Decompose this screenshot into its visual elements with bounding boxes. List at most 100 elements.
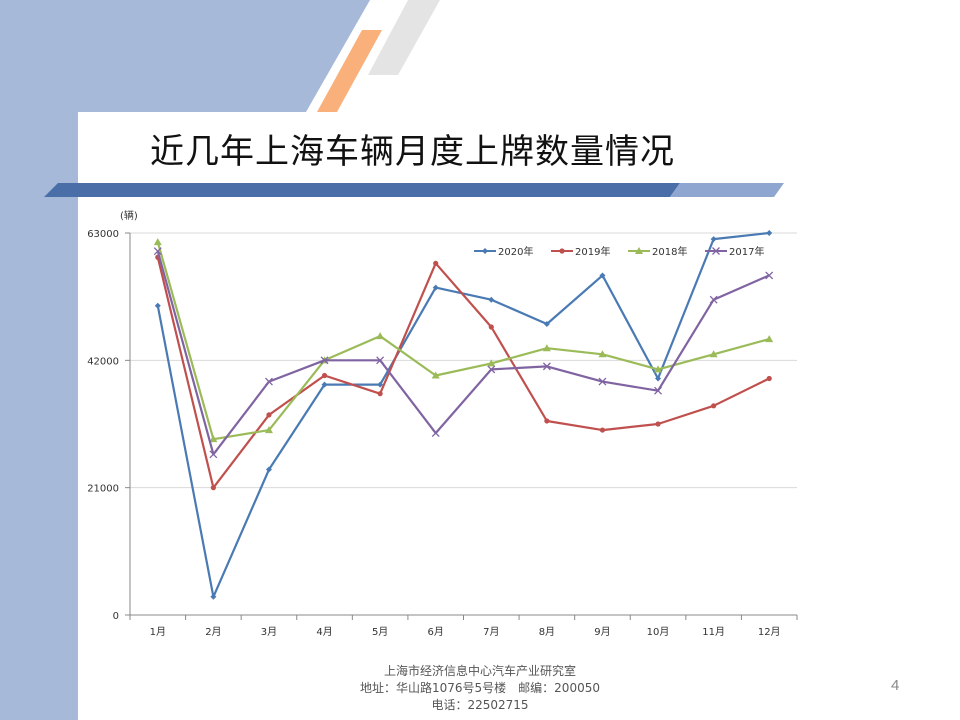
data-point	[433, 260, 439, 266]
y-tick-label: 42000	[87, 356, 119, 367]
data-point	[487, 365, 496, 374]
data-point	[488, 296, 495, 303]
x-tick-label: 12月	[758, 626, 781, 638]
left-accent-bar	[0, 0, 78, 720]
series-line	[156, 231, 770, 598]
title-underline-band-light	[670, 183, 784, 197]
footer-phone: 电话：22502715	[431, 698, 529, 712]
legend-label: 2017年	[729, 245, 764, 258]
data-point	[266, 412, 272, 418]
series-3	[153, 238, 774, 443]
footer-address: 地址：华山路1076号5号楼 邮编：200050	[360, 681, 600, 695]
data-point	[765, 271, 774, 280]
content-panel	[78, 112, 960, 720]
data-point	[544, 418, 550, 424]
data-point	[210, 593, 217, 600]
data-point	[654, 386, 663, 395]
legend-marker	[635, 247, 643, 254]
x-tick-label: 6月	[428, 626, 444, 638]
data-point	[488, 324, 494, 330]
data-point	[711, 403, 717, 409]
legend-marker	[712, 247, 720, 255]
data-point	[654, 365, 663, 373]
legend-label: 2018年	[652, 245, 687, 258]
page-number: 4	[891, 677, 900, 694]
data-point	[710, 236, 717, 243]
data-point	[655, 375, 662, 382]
x-tick-label: 3月	[261, 626, 277, 638]
legend-item: 2019年	[551, 245, 610, 258]
y-tick-label: 21000	[87, 484, 119, 495]
x-tick-label: 5月	[372, 626, 388, 638]
y-tick-label: 63000	[87, 229, 119, 240]
data-point	[376, 332, 385, 340]
data-point	[321, 372, 328, 379]
x-tick-label: 4月	[316, 626, 332, 638]
orange-stripe	[317, 30, 382, 112]
series-lines	[153, 230, 774, 600]
data-point	[265, 466, 272, 473]
data-point	[209, 435, 218, 443]
gray-stripe	[368, 0, 440, 75]
data-point	[599, 427, 606, 433]
series-1	[154, 230, 773, 600]
data-point	[209, 450, 218, 459]
data-point	[264, 426, 273, 434]
data-point	[154, 302, 161, 309]
data-point	[766, 230, 773, 236]
legend-label: 2020年	[498, 245, 533, 258]
series-4	[153, 247, 774, 459]
legend-item: 2020年	[474, 245, 533, 258]
slide-title: 近几年上海车辆月度上牌数量情况	[150, 132, 675, 172]
legend-item: 2017年	[705, 245, 764, 258]
data-point	[709, 350, 718, 358]
top-accent-block	[0, 0, 370, 112]
data-point	[321, 381, 328, 388]
legend-marker	[559, 248, 565, 254]
y-tick-label: 0	[113, 611, 119, 622]
axes: 0 21000 42000 63000(辆) 1月 2月 3月 4月 5月 6月 7月 8月 9月 10月…	[87, 209, 798, 638]
x-tick-label: 10月	[647, 626, 670, 638]
x-tick-label: 1月	[150, 626, 166, 638]
data-point	[543, 320, 550, 327]
data-point	[765, 335, 774, 343]
series-line	[156, 250, 770, 456]
x-tick-label: 8月	[539, 626, 555, 638]
data-point	[376, 356, 385, 365]
x-tick-label: 2月	[205, 626, 221, 638]
data-point	[598, 350, 607, 358]
data-point	[320, 356, 329, 365]
x-tick-label: 11月	[702, 626, 725, 638]
data-point	[655, 421, 661, 427]
data-point	[377, 391, 383, 397]
data-point	[599, 272, 606, 279]
legend-marker	[482, 248, 488, 254]
data-point	[264, 377, 273, 386]
legend: 2020年 2019年 2018年 2017年	[474, 245, 764, 258]
footer-org: 上海市经济信息中心汽车产业研究室	[383, 664, 576, 678]
series-line	[156, 257, 770, 489]
grid-lines	[130, 232, 797, 489]
data-point	[431, 371, 440, 379]
data-point	[598, 377, 607, 386]
data-point	[377, 381, 384, 388]
legend-label: 2019年	[575, 245, 610, 258]
data-point	[210, 485, 216, 491]
data-point	[542, 344, 551, 352]
legend-item: 2018年	[628, 245, 687, 258]
data-point	[432, 284, 439, 291]
x-tick-label: 7月	[483, 626, 499, 638]
x-tick-label: 9月	[594, 626, 610, 638]
data-point	[709, 295, 718, 304]
data-point	[431, 429, 440, 438]
series-line	[156, 241, 770, 441]
data-point	[542, 362, 551, 371]
data-point	[766, 375, 772, 382]
series-2	[155, 254, 772, 491]
data-point	[153, 247, 162, 256]
data-point	[153, 238, 162, 246]
data-point	[487, 359, 496, 367]
y-unit-label: (辆)	[120, 209, 138, 222]
